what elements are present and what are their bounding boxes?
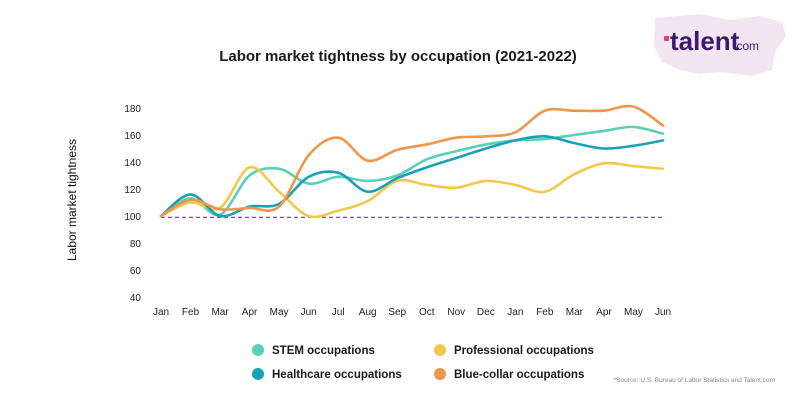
y-tick-label: 180	[124, 104, 141, 115]
x-tick-label: Mar	[211, 307, 229, 318]
x-tick-label: Jul	[332, 307, 345, 318]
series-line-blue-collar-occupations	[159, 104, 665, 218]
logo-text: talent	[670, 26, 740, 56]
x-tick-label: Feb	[536, 307, 554, 318]
logo: talent .com	[654, 14, 786, 76]
x-tick-label: Dec	[477, 307, 495, 318]
y-tick-label: 40	[130, 293, 142, 304]
x-tick-label: Jan	[153, 307, 169, 318]
x-tick-label: Nov	[447, 307, 465, 318]
series-line-healthcare-occupations	[159, 135, 665, 218]
logo-suffix: .com	[733, 39, 759, 53]
x-tick-label: Oct	[419, 307, 435, 318]
series-line-professional-occupations	[159, 161, 665, 219]
legend-label-professional-occupations: Professional occupations	[454, 345, 594, 357]
x-axis-ticks: Jan Feb Mar Apr May Jun Jul Aug Sep Oct Nov Dec Jan F…	[153, 307, 671, 318]
legend-label-healthcare-occupations: Healthcare occupations	[272, 369, 402, 381]
series-lines	[159, 104, 665, 219]
x-tick-label: Mar	[566, 307, 584, 318]
x-tick-label: Aug	[359, 307, 377, 318]
y-tick-label: 100	[124, 212, 141, 223]
logo-accent-dot	[664, 36, 669, 41]
y-axis-ticks: 40 60 80 100 120 140 160 180	[124, 104, 141, 304]
legend-label-stem-occupations: STEM occupations	[272, 345, 375, 357]
y-axis-label: Labor market tightness	[65, 139, 79, 261]
legend-label-blue-collar-occupations: Blue-collar occupations	[454, 369, 584, 381]
x-tick-label: Apr	[596, 307, 612, 318]
x-tick-label: May	[270, 307, 289, 318]
y-tick-label: 80	[130, 239, 142, 250]
y-tick-label: 60	[130, 266, 142, 277]
series-line-stem-occupations	[159, 125, 665, 218]
x-tick-label: Apr	[242, 307, 258, 318]
legend: STEM occupations Professional occupations…	[252, 344, 594, 381]
legend-marker-blue-collar-occupations	[434, 368, 446, 380]
x-tick-label: Feb	[182, 307, 200, 318]
y-tick-label: 160	[124, 131, 141, 142]
legend-marker-stem-occupations	[252, 344, 264, 356]
x-tick-label: Sep	[388, 307, 406, 318]
legend-marker-professional-occupations	[434, 344, 446, 356]
chart-title: Labor market tightness by occupation (20…	[219, 48, 577, 65]
y-tick-label: 120	[124, 185, 141, 196]
x-tick-label: May	[624, 307, 643, 318]
x-tick-label: Jan	[507, 307, 523, 318]
x-tick-label: Jun	[655, 307, 671, 318]
legend-marker-healthcare-occupations	[252, 368, 264, 380]
x-tick-label: Jun	[301, 307, 317, 318]
source-note: *Source: U.S. Bureau of Labor Statistics…	[614, 377, 775, 384]
us-map-shape	[654, 14, 786, 76]
y-tick-label: 140	[124, 158, 141, 169]
